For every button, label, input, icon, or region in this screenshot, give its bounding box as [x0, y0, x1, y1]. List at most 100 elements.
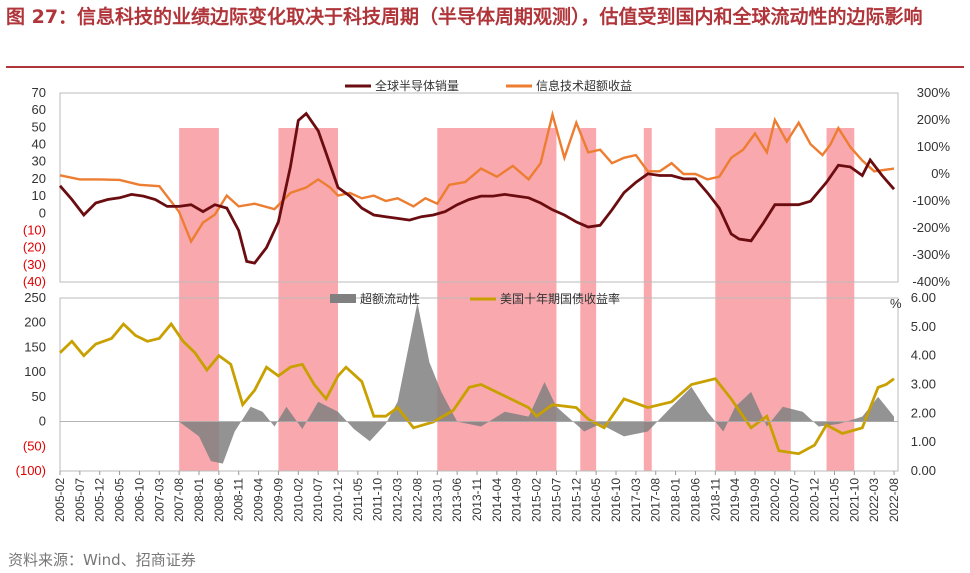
legend-excess-label: 信息技术超额收益	[536, 78, 632, 93]
series-us10y-yield	[59, 321, 895, 456]
x-tick-label: 2019-04	[728, 478, 742, 522]
top-right-tick: -200%	[912, 220, 950, 235]
x-tick-label: 2014-09	[510, 478, 524, 522]
x-tick-label: 2016-05	[589, 478, 603, 522]
x-tick-label: 2007-03	[152, 478, 166, 522]
top-left-tick: 20	[32, 171, 46, 186]
x-tick-label: 2015-02	[530, 478, 544, 522]
page-title: 图 27：信息科技的业绩边际变化取决于科技周期（半导体周期观测），估值受到国内和…	[6, 6, 923, 28]
top-left-tick: (40)	[23, 274, 46, 289]
bottom-left-tick: (50)	[23, 438, 46, 453]
x-tick-label: 2017-03	[629, 478, 643, 522]
top-left-tick: (20)	[23, 240, 46, 255]
x-tick-label: 2018-01	[669, 478, 683, 522]
bottom-right-tick: 5.00	[911, 319, 936, 334]
top-left-tick: 50	[32, 119, 46, 134]
bottom-right-tick: 1.00	[911, 434, 936, 449]
top-right-tick: 0%	[931, 166, 950, 181]
top-left-tick: 30	[32, 154, 46, 169]
x-tick-label: 2017-08	[649, 478, 663, 522]
bottom-right-tick: 0.00	[911, 463, 936, 478]
top-right-tick: -300%	[912, 247, 950, 262]
bottom-right-unit: %	[890, 296, 902, 311]
top-right-tick: 200%	[917, 112, 951, 127]
bottom-plot	[59, 302, 895, 464]
x-tick-label: 2015-07	[549, 478, 563, 522]
x-tick-label: 2018-11	[708, 478, 722, 521]
source-note: 资料来源：Wind、招商证券	[8, 551, 196, 569]
bottom-right-tick: 6.00	[911, 290, 936, 305]
x-tick-label: 2022-03	[867, 478, 881, 522]
x-tick-label: 2005-12	[93, 478, 107, 522]
x-tick-label: 2008-01	[192, 478, 206, 522]
top-left-tick: 40	[32, 137, 46, 152]
x-tick-label: 2005-02	[53, 478, 67, 522]
x-tick-label: 2006-10	[132, 478, 146, 522]
x-tick-label: 2019-09	[748, 478, 762, 522]
chart-canvas: 706050403020100(10)(20)(30)(40)300%200%1…	[16, 78, 951, 522]
shaded-periods	[179, 128, 855, 471]
axes: 706050403020100(10)(20)(30)(40)300%200%1…	[16, 85, 951, 522]
bottom-right-tick: 3.00	[911, 377, 936, 392]
series-excess-return	[59, 109, 895, 245]
shaded-period	[580, 128, 597, 471]
x-tick-label: 2010-02	[291, 478, 305, 522]
x-tick-label: 2022-08	[887, 478, 901, 522]
x-tick-label: 2008-11	[232, 478, 246, 521]
x-tick-label: 2016-10	[609, 478, 623, 522]
bottom-left-tick: (100)	[16, 463, 46, 478]
shaded-period	[179, 128, 219, 471]
x-tick-label: 2018-06	[688, 478, 702, 522]
top-left-tick: (10)	[23, 222, 46, 237]
top-left-tick: 0	[39, 205, 46, 220]
x-tick-label: 2013-01	[430, 478, 444, 522]
bottom-left-tick: 0	[39, 414, 46, 429]
x-tick-label: 2011-10	[371, 478, 385, 521]
x-tick-label: 2021-10	[847, 478, 861, 522]
x-tick-label: 2013-11	[470, 478, 484, 521]
legend-liquidity-label: 超额流动性	[360, 291, 420, 306]
x-tick-label: 2020-12	[808, 478, 822, 522]
x-tick-label: 2006-05	[113, 478, 127, 522]
bottom-right-tick: 4.00	[911, 348, 936, 363]
top-right-tick: 100%	[917, 139, 951, 154]
top-right-tick: -400%	[912, 274, 950, 289]
x-tick-label: 2013-06	[450, 478, 464, 522]
legend-semis-label: 全球半导体销量	[375, 78, 459, 93]
top-right-tick: -100%	[912, 193, 950, 208]
x-tick-label: 2020-07	[788, 478, 802, 522]
x-tick-label: 2021-05	[827, 478, 841, 522]
x-tick-label: 2015-12	[569, 478, 583, 522]
x-tick-label: 2009-09	[271, 478, 285, 522]
bottom-left-tick: 250	[24, 290, 46, 305]
x-tick-label: 2009-04	[252, 478, 266, 522]
top-left-tick: (30)	[23, 257, 46, 272]
top-left-tick: 10	[32, 188, 46, 203]
bottom-right-tick: 2.00	[911, 405, 936, 420]
legend-bond-label: 美国十年期国债收益率	[500, 291, 620, 306]
shaded-period	[826, 128, 855, 471]
bottom-left-tick: 50	[32, 389, 46, 404]
legend-liquidity-swatch	[330, 294, 356, 303]
x-tick-label: 2007-08	[172, 478, 186, 522]
bottom-left-tick: 200	[24, 315, 46, 330]
x-tick-label: 2010-12	[331, 478, 345, 522]
x-tick-label: 2012-03	[391, 478, 405, 522]
x-tick-label: 2012-08	[410, 478, 424, 522]
series-semiconductor-sales	[58, 111, 896, 265]
shaded-period	[643, 128, 652, 471]
top-right-tick: 300%	[917, 85, 951, 100]
x-tick-label: 2008-06	[212, 478, 226, 522]
x-tick-label: 2010-07	[311, 478, 325, 522]
bottom-left-tick: 150	[24, 339, 46, 354]
x-tick-label: 2005-07	[73, 478, 87, 522]
bottom-left-tick: 100	[24, 364, 46, 379]
title-divider	[6, 66, 964, 68]
x-tick-label: 2011-05	[351, 478, 365, 521]
top-left-tick: 60	[32, 102, 46, 117]
top-plot	[58, 109, 896, 265]
x-tick-label: 2014-04	[490, 478, 504, 522]
top-left-tick: 70	[32, 85, 46, 100]
x-tick-label: 2020-02	[768, 478, 782, 522]
